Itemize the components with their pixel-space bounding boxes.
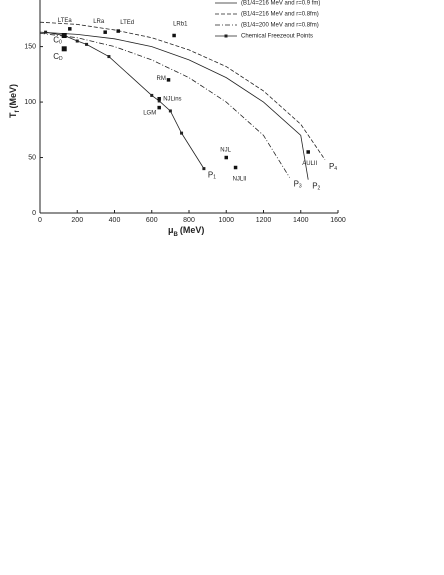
y-label-symbol: T: [8, 112, 18, 118]
model-label-main: LTEd: [120, 20, 134, 26]
point: [150, 93, 154, 97]
model-point: [172, 33, 176, 38]
point: [157, 99, 161, 103]
model-label: LRb1: [173, 21, 188, 27]
model-label: LTEa: [58, 17, 73, 23]
x-tick-label: 1400: [293, 217, 309, 224]
point: [202, 167, 206, 171]
model-label: LGM: [143, 110, 156, 116]
x-tick-label: 600: [146, 217, 158, 224]
model-label: NJL: [220, 147, 231, 153]
model-label: LRa: [93, 19, 105, 25]
y-tick-label: 150: [24, 43, 36, 50]
y-axis-label: Tf(MeV): [8, 84, 20, 118]
x-tick-label: 1000: [218, 217, 234, 224]
model-label-main: LRb1: [173, 21, 188, 27]
curve-end-main: P: [208, 171, 213, 180]
model-label: C0: [53, 36, 62, 46]
point: [85, 42, 89, 46]
legend-label: (B1/4=216 MeV and r=0.8fm): [241, 12, 319, 18]
x-tick-label: 1600: [330, 217, 346, 224]
point: [107, 55, 111, 59]
curve-end-sub: 2: [318, 186, 321, 192]
model-label-main: AULII: [302, 161, 317, 167]
series: P1: [44, 30, 216, 181]
model-point: [61, 46, 67, 52]
model-point: [68, 27, 72, 31]
curve-end-main: P: [312, 182, 317, 191]
model-point: [61, 33, 67, 38]
x-tick-label: 0: [38, 217, 42, 224]
model-label-main: LRa: [93, 19, 105, 25]
point: [180, 131, 184, 135]
x-label-symbol: μ: [168, 225, 174, 235]
model-label-main: C: [53, 52, 59, 61]
x-tick-label: 800: [183, 217, 195, 224]
model-label-main: RM: [157, 75, 166, 81]
series-line: [39, 21, 326, 160]
y-label-unit: (MeV): [8, 84, 18, 109]
model-label: NJLins: [163, 96, 181, 102]
model-point: [166, 78, 171, 82]
x-axis-label: μB (MeV): [168, 225, 204, 237]
series-line: [39, 31, 309, 180]
curve-end-label: P1: [208, 171, 216, 181]
model-label-main: LTEa: [58, 17, 73, 23]
model-point: [157, 105, 161, 110]
model-point: [116, 29, 120, 33]
y-label-sub: f: [15, 110, 21, 113]
point: [44, 30, 48, 34]
model-label: NJLII: [233, 176, 247, 182]
point: [168, 109, 172, 113]
legend-label: (B1/4=200 MeV and r=0.8fm): [241, 23, 319, 29]
model-point: [157, 96, 161, 101]
model-label: AULII: [302, 161, 317, 167]
series-line: [39, 32, 290, 178]
series-line: [45, 31, 205, 169]
model-point: [306, 150, 310, 154]
x-tick-label: 400: [109, 217, 121, 224]
model-label-main: NJLII: [233, 176, 247, 182]
model-point: [224, 155, 228, 160]
curve-end-label: P2: [312, 182, 320, 192]
y-tick-label: 0: [32, 210, 36, 217]
model-label: RM: [157, 75, 166, 81]
point: [75, 39, 79, 43]
x-tick-label: 200: [71, 217, 83, 224]
x-label-sub: B: [174, 232, 179, 238]
curve-end-sub: 3: [299, 184, 302, 190]
series: P3: [39, 32, 302, 190]
model-label: CD: [53, 52, 63, 62]
curve-end-label: P4: [329, 162, 337, 172]
x-tick-label: 1200: [256, 217, 272, 224]
series: P4: [39, 21, 337, 172]
legend-label: (B1/4=216 MeV and r=0.9 fm): [241, 1, 320, 7]
model-label-sub: 0: [59, 40, 62, 46]
model-label-main: NJL: [220, 147, 231, 153]
model-point: [233, 165, 238, 170]
legend-marker: [224, 34, 228, 38]
legend-label: Chemical Freezeout Points: [241, 34, 313, 40]
x-label-unit: (MeV): [180, 225, 205, 235]
model-point: [103, 30, 107, 34]
curve-end-sub: 1: [213, 175, 216, 181]
model-label: LTEd: [120, 20, 134, 26]
model-label-main: LGM: [143, 110, 156, 116]
curve-end-label: P3: [294, 180, 302, 190]
curve-end-main: P: [294, 180, 299, 189]
model-label-main: C: [53, 36, 59, 45]
model-label-sub: D: [59, 56, 63, 62]
y-tick-label: 100: [24, 99, 36, 106]
series: P2: [39, 31, 321, 192]
curve-end-main: P: [329, 162, 334, 171]
curve-end-sub: 4: [334, 166, 337, 172]
model-label-main: NJLins: [163, 96, 181, 102]
y-tick-label: 50: [28, 154, 36, 161]
